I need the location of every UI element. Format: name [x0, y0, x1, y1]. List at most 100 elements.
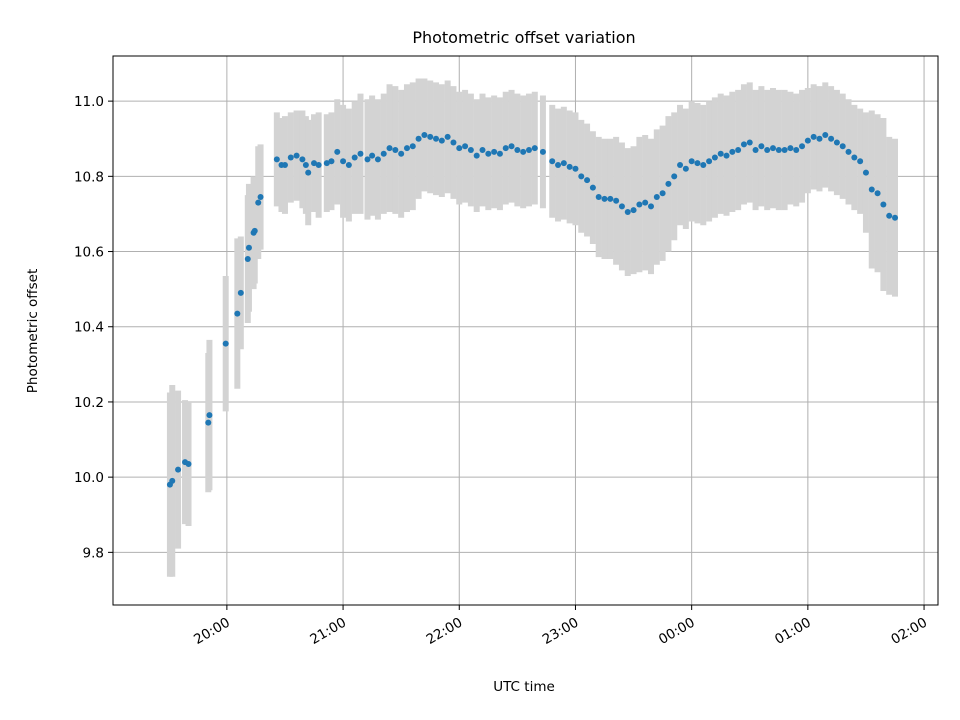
data-point	[281, 162, 288, 169]
data-point	[323, 160, 330, 167]
data-point	[392, 147, 399, 154]
y-tick: 10.8	[74, 169, 113, 185]
data-point	[398, 150, 405, 157]
data-point	[520, 148, 527, 155]
data-point	[560, 160, 567, 167]
data-point	[525, 147, 532, 154]
data-point	[874, 190, 881, 197]
data-point	[706, 158, 713, 165]
data-point	[427, 133, 434, 140]
data-point	[700, 162, 707, 169]
data-point	[380, 150, 387, 157]
data-point	[234, 310, 241, 317]
y-tick-label: 9.8	[83, 545, 104, 561]
data-point	[467, 147, 474, 154]
data-point	[374, 156, 381, 163]
data-point	[833, 139, 840, 146]
data-point	[555, 162, 562, 169]
data-point	[479, 147, 486, 154]
data-point	[711, 154, 718, 161]
data-point	[502, 145, 509, 152]
data-point	[357, 150, 364, 157]
data-point	[334, 148, 341, 155]
data-point	[804, 137, 811, 144]
data-point	[433, 135, 440, 142]
data-point	[369, 152, 376, 159]
data-point	[293, 152, 300, 159]
y-tick-label: 10.6	[74, 245, 104, 261]
data-point	[659, 190, 666, 197]
data-point	[665, 180, 672, 187]
y-tick-label: 10.2	[74, 395, 104, 411]
data-point	[618, 203, 625, 210]
y-tick: 10.2	[74, 395, 113, 411]
data-point	[539, 148, 546, 155]
data-point	[409, 143, 416, 150]
data-point	[175, 466, 182, 473]
data-point	[822, 131, 829, 138]
data-point	[601, 195, 608, 202]
data-point	[793, 147, 800, 154]
data-point	[729, 148, 736, 155]
data-point	[752, 147, 759, 154]
y-tick-label: 10.4	[74, 320, 104, 336]
data-point	[735, 147, 742, 154]
data-point	[892, 214, 899, 221]
data-point	[496, 150, 503, 157]
data-point	[740, 141, 747, 148]
data-point	[781, 147, 788, 154]
data-point	[572, 165, 579, 172]
data-point	[485, 150, 492, 157]
data-point	[169, 477, 176, 484]
data-point	[450, 139, 457, 146]
data-point	[421, 131, 428, 138]
data-point	[857, 158, 864, 165]
data-point	[653, 194, 660, 201]
data-point	[566, 163, 573, 170]
y-tick-label: 10.0	[74, 470, 104, 486]
data-point	[315, 162, 322, 169]
data-point	[845, 148, 852, 155]
data-point	[799, 143, 806, 150]
y-tick: 10.0	[74, 470, 113, 486]
data-point	[251, 227, 258, 234]
data-point	[723, 152, 730, 159]
data-point	[770, 145, 776, 152]
data-point	[299, 156, 306, 163]
data-point	[302, 162, 309, 169]
data-point	[386, 145, 393, 152]
data-point	[255, 199, 262, 206]
data-point	[185, 460, 192, 467]
data-point	[462, 143, 469, 150]
data-point	[491, 148, 498, 155]
data-point	[636, 201, 643, 208]
data-point	[677, 162, 684, 169]
data-point	[287, 154, 294, 161]
data-point	[403, 145, 410, 152]
data-point	[438, 137, 445, 144]
y-axis-label: Photometric offset	[25, 269, 41, 393]
data-point	[311, 160, 318, 167]
data-point	[237, 289, 244, 296]
data-point	[671, 173, 678, 180]
data-point	[775, 147, 782, 154]
data-point	[531, 145, 538, 152]
chart-title: Photometric offset variation	[412, 28, 635, 47]
data-point	[244, 256, 251, 263]
data-point	[351, 154, 358, 161]
data-point	[862, 169, 869, 176]
data-point	[305, 169, 312, 176]
data-point	[694, 160, 701, 167]
data-point	[549, 158, 556, 165]
data-point	[880, 201, 887, 208]
data-point	[787, 145, 794, 152]
data-point	[206, 412, 213, 419]
data-point	[205, 419, 212, 426]
data-point	[764, 147, 771, 154]
plot-frame	[112, 55, 939, 606]
data-point	[584, 177, 591, 184]
data-point	[642, 199, 649, 206]
data-point	[758, 143, 765, 150]
data-point	[273, 156, 280, 163]
